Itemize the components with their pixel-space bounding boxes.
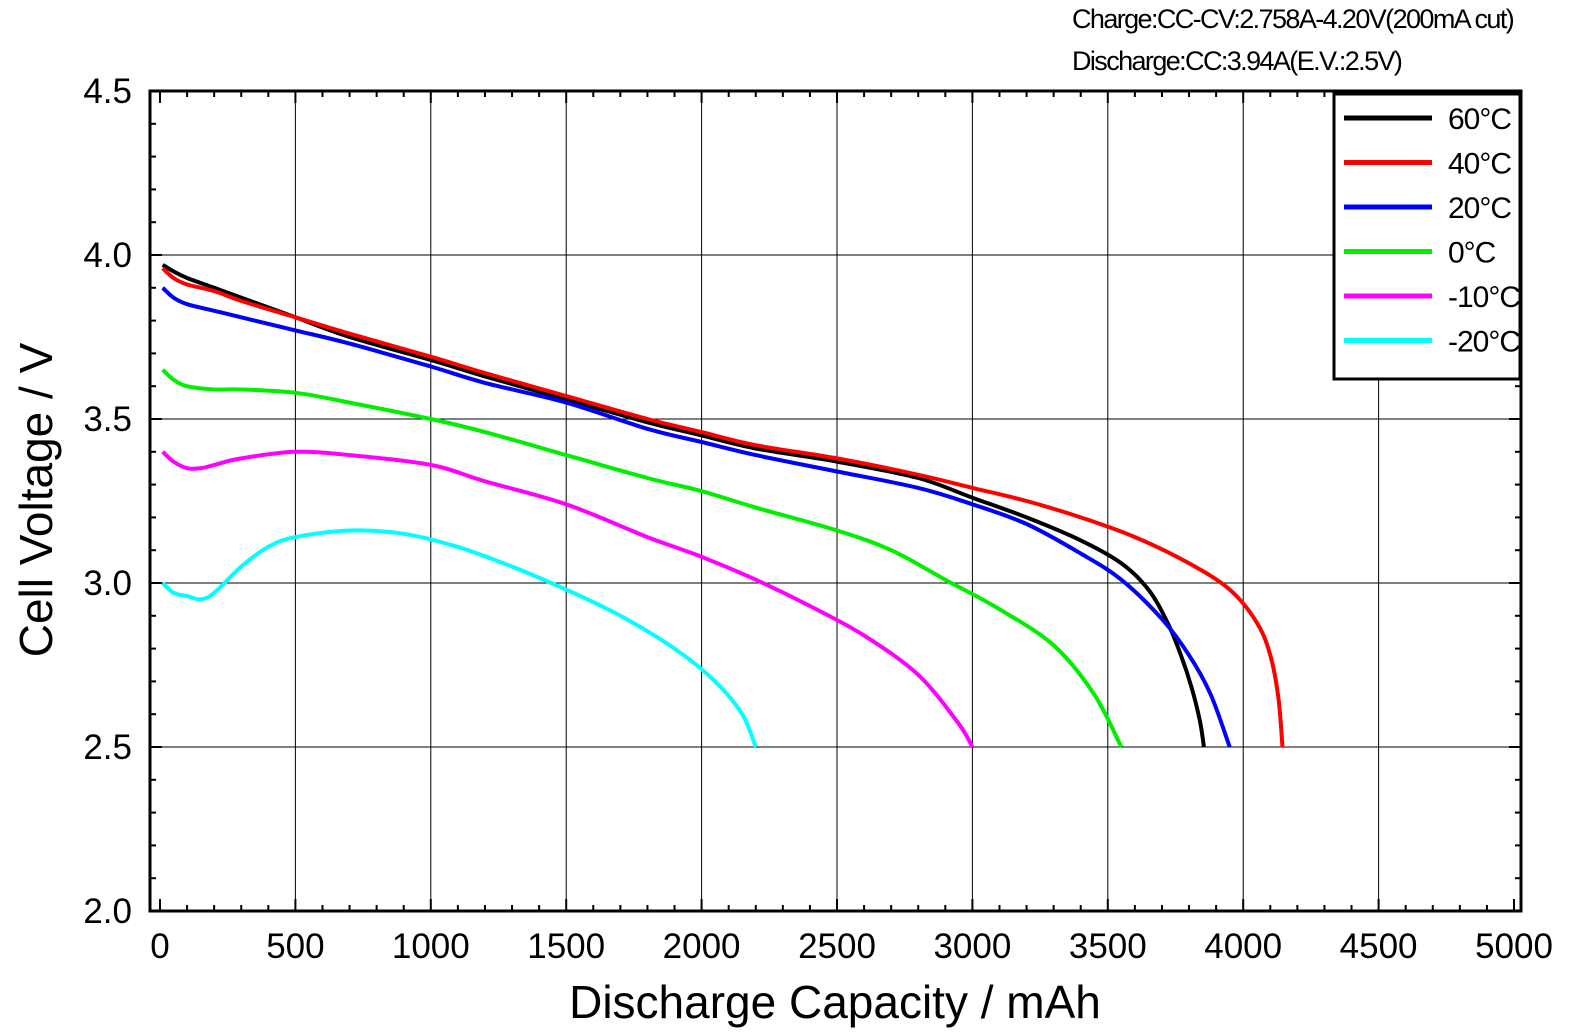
series-line (161, 263, 1206, 748)
x-tick-labels: 0 500 1000 1500 2000 2500 3000 3500 4000 4500 5000 (150, 927, 1553, 966)
series-lines (161, 263, 1285, 749)
grid-lines (150, 91, 1521, 911)
x-tick-label: 1500 (527, 927, 605, 966)
y-tick-labels: 2.0 2.5 3.0 3.5 4.0 4.5 (83, 72, 132, 931)
legend-label: -10°C (1448, 281, 1520, 314)
axis-ticks (150, 90, 1521, 912)
x-tick-label: 3500 (1069, 927, 1147, 966)
x-tick-label: 0 (150, 927, 169, 966)
discharge-condition-note: Discharge:CC:3.94A(E.V.:2.5V) (1072, 46, 1403, 76)
y-tick-label: 3.5 (83, 400, 132, 439)
y-tick-label: 2.5 (83, 728, 132, 767)
legend-label: 0°C (1448, 237, 1496, 270)
series-line (161, 528, 758, 748)
y-tick-label: 4.0 (83, 236, 132, 275)
plot-frame (148, 89, 1523, 913)
legend-label: 20°C (1448, 192, 1511, 225)
y-tick-label: 2.0 (83, 892, 132, 931)
x-tick-label: 2000 (663, 927, 741, 966)
series-line (161, 266, 1285, 748)
series-line (161, 449, 975, 749)
series-line (161, 368, 1124, 748)
x-tick-label: 4000 (1204, 927, 1282, 966)
x-tick-label: 5000 (1475, 927, 1553, 966)
legend-label: -20°C (1448, 326, 1520, 359)
charge-condition-note: Charge:CC-CV:2.758A-4.20V(200mA cut) (1072, 4, 1515, 34)
legend-label: 40°C (1448, 148, 1511, 181)
x-axis-label: Discharge Capacity / mAh (569, 976, 1101, 1028)
y-tick-label: 4.5 (83, 72, 132, 111)
legend-box (1332, 92, 1522, 381)
y-tick-label: 3.0 (83, 564, 132, 603)
x-tick-label: 2500 (798, 927, 876, 966)
x-tick-label: 500 (266, 927, 324, 966)
x-tick-label: 1000 (392, 927, 470, 966)
x-tick-label: 3000 (933, 927, 1011, 966)
legend: 60°C 40°C 20°C 0°C -10°C -20°C (1332, 92, 1522, 381)
x-tick-label: 4500 (1340, 927, 1418, 966)
legend-label: 60°C (1448, 103, 1511, 136)
series-line (161, 286, 1232, 748)
y-axis-label: Cell Voltage / V (10, 342, 62, 657)
